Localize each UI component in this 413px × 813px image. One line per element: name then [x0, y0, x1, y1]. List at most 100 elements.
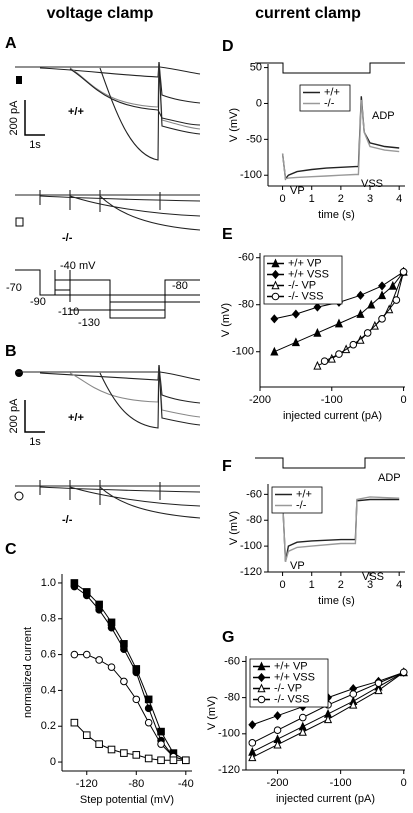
genotype-label: -/- [62, 514, 73, 526]
traces [15, 364, 201, 519]
marker [298, 727, 307, 736]
scale-bar [24, 400, 45, 433]
marker [120, 677, 128, 686]
series-line [74, 582, 187, 761]
legend-marker [257, 661, 266, 671]
marker [132, 695, 141, 704]
y-tick-label: -80 [246, 514, 262, 526]
x-tick-label: 1 [309, 193, 315, 205]
legend-marker [257, 672, 266, 683]
marker [388, 280, 397, 290]
marker [298, 713, 307, 722]
y-tick-label: -60 [238, 252, 254, 264]
command-step [255, 62, 405, 74]
legend-marker [257, 683, 266, 693]
legend-box [271, 486, 323, 514]
y-axis-label: V (mV) [228, 108, 240, 142]
x-axis-label: Step potential (mV) [80, 794, 174, 806]
marker [270, 314, 279, 324]
y-tick-label: 0 [256, 97, 262, 109]
x-tick-label: -200 [267, 777, 289, 789]
marker [392, 296, 401, 304]
scale-label: 200 pA [8, 100, 20, 136]
protocol-label: -90 [30, 296, 46, 308]
x-tick-label: 0 [401, 777, 407, 789]
protocol-label: -40 mV [60, 260, 96, 272]
marker [349, 699, 358, 709]
panel-label: G [222, 629, 234, 646]
marker [248, 739, 257, 747]
legend-marker [271, 280, 280, 290]
y-tick-label: 1.0 [41, 577, 56, 589]
x-tick-label: -80 [128, 778, 144, 790]
marker [70, 582, 79, 591]
protocol-label: -110 [58, 306, 79, 318]
y-tick-label: -60 [224, 655, 240, 667]
y-tick-label: 50 [250, 61, 262, 73]
legend-label: -/- [324, 97, 335, 109]
legend-label: +/+ VP [288, 257, 322, 269]
marker [291, 309, 300, 319]
x-tick-label: 0 [280, 579, 286, 591]
annotation: ADP [378, 472, 401, 484]
legend-marker [271, 292, 280, 301]
x-tick-label: 0 [401, 394, 407, 406]
x-tick-label: -120 [76, 778, 98, 790]
annotation: ADP [372, 110, 395, 122]
header: current clamp [255, 5, 361, 22]
marker [70, 718, 79, 727]
marker [107, 663, 116, 671]
panel-label: A [5, 35, 17, 52]
marker [107, 623, 116, 632]
scale-label: 200 pA [8, 398, 20, 434]
y-tick-label: 0.6 [41, 648, 56, 660]
scale-label: 1s [29, 436, 41, 448]
marker [95, 740, 103, 748]
marker [367, 299, 376, 309]
annotation: VP [290, 185, 305, 197]
series-line [281, 498, 400, 562]
y-tick-label: -60 [246, 488, 262, 500]
marker [349, 690, 358, 698]
marker [313, 327, 322, 337]
legend-label: -/- VSS [274, 693, 309, 705]
legend-marker [271, 258, 280, 268]
y-tick-label: -100 [240, 540, 262, 552]
y-tick-label: -120 [240, 566, 262, 578]
protocol-label: -130 [78, 317, 100, 329]
y-axis-label: V (mV) [228, 511, 240, 545]
marker [377, 290, 387, 300]
command-step [255, 457, 405, 469]
icon [15, 217, 24, 227]
marker [120, 749, 128, 757]
series-line [74, 722, 186, 761]
x-axis-label: injected current (pA) [283, 410, 382, 422]
marker [70, 650, 79, 659]
y-axis-label: V (mV) [206, 696, 218, 730]
icon [16, 76, 22, 84]
header: voltage clamp [47, 5, 154, 22]
y-tick-label: 0.2 [41, 720, 56, 732]
marker [335, 350, 343, 358]
annotation: VSS [361, 178, 383, 190]
panel-label: D [222, 38, 234, 55]
marker [182, 756, 190, 765]
series-line [74, 586, 186, 761]
marker [107, 745, 116, 754]
protocol-label: -70 [6, 282, 22, 294]
legend-label: -/- VP [274, 682, 302, 694]
legend-marker [257, 695, 266, 704]
protocol [15, 269, 200, 319]
panel-label: F [222, 458, 232, 475]
marker [273, 726, 282, 734]
marker [120, 645, 128, 654]
y-tick-label: 0.4 [41, 684, 56, 696]
legend-label: +/+ [296, 488, 312, 500]
marker [82, 650, 91, 659]
y-tick-label: -80 [238, 299, 254, 311]
y-tick-label: -100 [218, 728, 240, 740]
x-tick-label: 0 [280, 193, 286, 205]
y-tick-label: -80 [224, 692, 240, 704]
legend-label: -/- VP [288, 279, 316, 291]
genotype-label: +/+ [68, 412, 84, 424]
